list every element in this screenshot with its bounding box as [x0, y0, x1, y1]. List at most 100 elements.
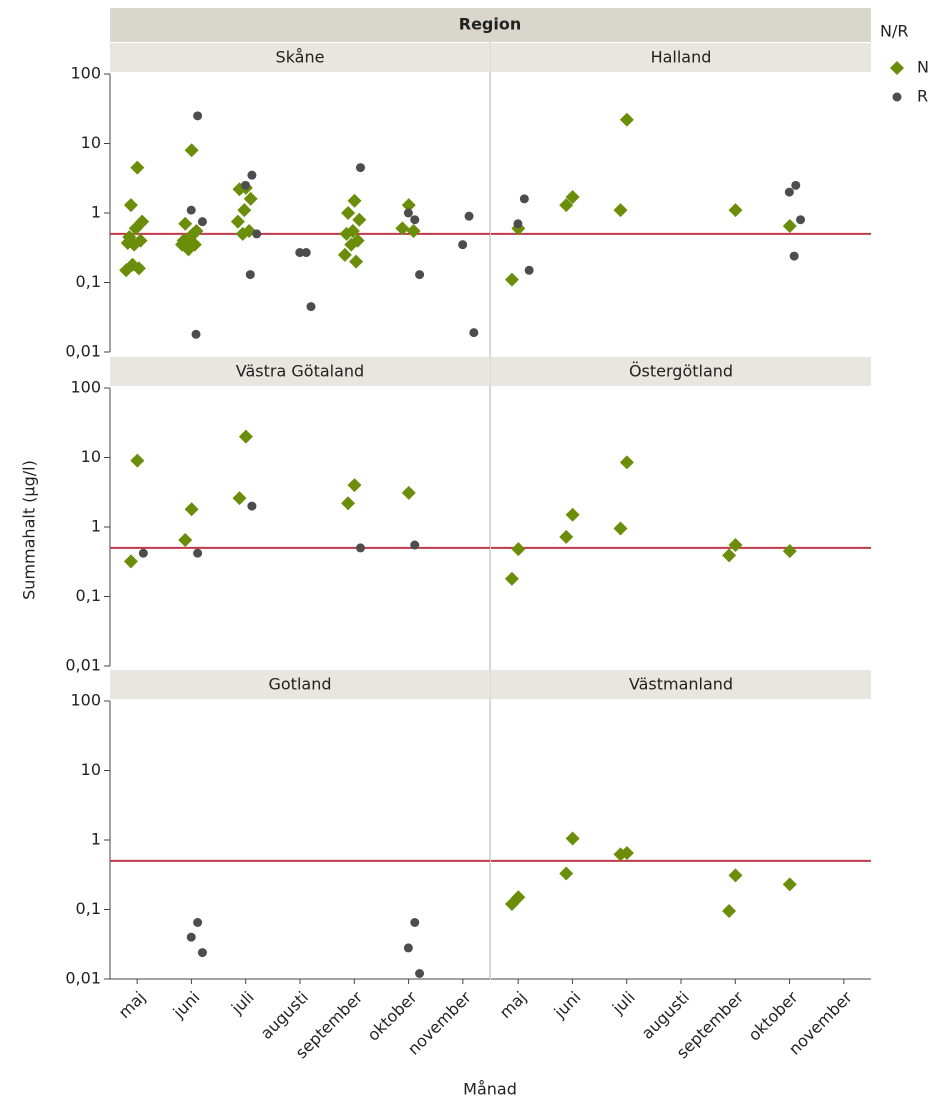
y-tick-label: 1: [91, 203, 101, 222]
legend-label: N: [917, 58, 929, 77]
data-point: [344, 237, 359, 252]
data-point: [295, 248, 305, 258]
y-tick-label: 0,1: [76, 899, 101, 918]
data-point: [782, 877, 797, 892]
data-point: [464, 211, 474, 221]
data-point: [613, 847, 628, 862]
data-point: [120, 236, 135, 251]
y-tick-label: 100: [70, 64, 101, 83]
data-point: [504, 896, 519, 911]
data-point: [341, 206, 356, 220]
data-point: [245, 270, 255, 280]
data-point: [237, 203, 252, 218]
data-point: [341, 496, 356, 511]
data-point: [559, 529, 574, 544]
data-point: [191, 329, 201, 339]
data-point: [197, 217, 207, 227]
y-tick-label: 0,01: [65, 342, 101, 361]
x-tick-label: juli: [608, 988, 639, 1019]
data-point: [127, 237, 142, 252]
data-point: [410, 918, 420, 928]
data-point: [123, 198, 138, 213]
data-point: [130, 453, 145, 468]
data-point: [123, 554, 138, 569]
data-point: [401, 485, 416, 500]
data-point: [138, 548, 148, 558]
legend-marker: [892, 92, 902, 102]
data-point: [565, 189, 580, 204]
data-point: [559, 866, 574, 881]
data-point: [193, 111, 203, 121]
data-point: [193, 918, 203, 928]
legend-label: R: [917, 87, 928, 106]
y-tick-label: 10: [81, 760, 101, 779]
data-point: [355, 543, 365, 553]
x-tick-label: augusti: [638, 988, 693, 1043]
data-point: [613, 521, 628, 536]
data-point: [415, 270, 425, 280]
panel-title: Östergötland: [629, 362, 733, 381]
data-point: [230, 214, 245, 229]
data-point: [232, 491, 247, 506]
x-tick-label: juni: [550, 988, 585, 1023]
data-point: [613, 203, 628, 218]
data-point: [782, 219, 797, 234]
data-point: [619, 112, 634, 127]
panel-strip: [491, 670, 871, 699]
panel-title: Västmanland: [629, 675, 733, 694]
legend-title: N/R: [880, 22, 908, 41]
x-tick-label: juni: [169, 988, 204, 1023]
y-tick-label: 10: [81, 447, 101, 466]
data-point: [524, 265, 534, 275]
data-point: [175, 237, 190, 252]
data-point: [119, 263, 134, 278]
panel-title: Halland: [651, 48, 712, 67]
panel-strip: [491, 43, 871, 72]
data-point: [728, 538, 743, 553]
data-point: [128, 221, 143, 236]
panel-strip: [110, 357, 490, 386]
data-point: [247, 170, 257, 180]
data-point: [355, 163, 365, 173]
data-point: [504, 272, 519, 287]
data-point: [789, 251, 799, 261]
data-point: [511, 890, 526, 905]
y-axis-label: Summahalt (µg/l): [20, 460, 39, 600]
facet-header: [110, 8, 871, 42]
data-point: [395, 221, 410, 236]
y-tick-label: 1: [91, 517, 101, 536]
data-point: [306, 302, 316, 312]
panel-title: Gotland: [268, 675, 331, 694]
data-point: [243, 191, 258, 206]
data-point: [410, 215, 420, 225]
data-point: [235, 226, 250, 241]
y-tick-label: 0,1: [76, 272, 101, 291]
data-point: [782, 544, 797, 559]
data-point: [241, 180, 251, 190]
panel-title: Västra Götaland: [236, 362, 364, 381]
data-point: [301, 248, 311, 258]
data-point: [339, 226, 354, 241]
data-point: [349, 254, 364, 269]
data-point: [722, 548, 737, 563]
data-point: [796, 215, 806, 225]
data-point: [559, 198, 574, 213]
data-point: [186, 226, 201, 241]
data-point: [511, 542, 526, 557]
data-point: [178, 216, 193, 231]
data-point: [403, 208, 413, 218]
legend-marker: [890, 61, 904, 75]
data-point: [406, 224, 421, 239]
x-tick-label: maj: [115, 988, 150, 1023]
data-point: [728, 203, 743, 218]
data-point: [184, 502, 199, 517]
y-tick-label: 0,01: [65, 656, 101, 675]
data-point: [186, 932, 196, 942]
panel-strip: [110, 670, 490, 699]
y-tick-label: 1: [91, 830, 101, 849]
y-tick-label: 10: [81, 133, 101, 152]
y-tick-label: 100: [70, 378, 101, 397]
x-axis-label: Månad: [463, 1080, 517, 1099]
